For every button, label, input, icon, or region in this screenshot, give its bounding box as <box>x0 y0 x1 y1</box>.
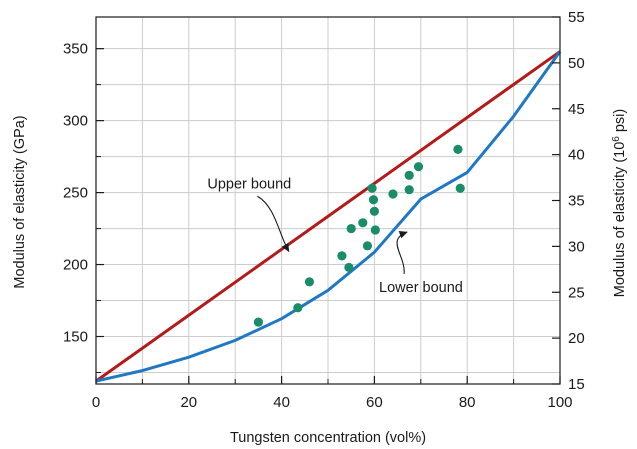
annotation-label: Upper bound <box>207 176 291 192</box>
annotation-label: Lower bound <box>379 280 463 296</box>
x-tick-label: 20 <box>180 394 197 411</box>
data-point <box>337 251 347 261</box>
bound-lines <box>95 50 562 383</box>
y2-axis-title: Modulus of elasticity (106 psi) <box>611 109 629 298</box>
x-tick-label: 80 <box>459 394 476 411</box>
y-tick-label: 350 <box>63 41 88 58</box>
x-tick-label: 0 <box>92 394 100 411</box>
y2-tick-label: 15 <box>568 376 585 393</box>
data-point <box>368 195 379 205</box>
y2-tick-label: 55 <box>568 9 585 26</box>
upper-bound-line <box>95 50 561 383</box>
annotation-arrow <box>257 195 290 252</box>
data-points <box>253 144 465 327</box>
y-axis-title: Modulus of elasticity (GPa) <box>12 115 28 288</box>
data-point <box>413 162 424 172</box>
data-point <box>455 183 465 193</box>
y-tick-label: 200 <box>63 257 88 274</box>
axis-ticks: 0 20 40 60 80 100 150 200 250 300 350 15 20 25 30 35 40 4… <box>63 9 585 411</box>
data-point <box>304 277 315 287</box>
lower-bound-curve <box>95 50 562 383</box>
data-point <box>344 262 354 273</box>
data-point <box>362 241 373 251</box>
x-tick-label: 60 <box>366 394 383 411</box>
data-point <box>370 225 380 235</box>
y2-tick-label: 45 <box>568 101 585 118</box>
data-point <box>346 223 356 234</box>
annotation-arrow <box>396 231 408 274</box>
annotations: Upper bound Lower bound <box>207 176 463 296</box>
grid-lines <box>96 17 560 384</box>
data-point <box>358 218 368 228</box>
data-point <box>404 185 414 195</box>
x-axis-title: Tungsten concentration (vol%) <box>230 430 426 446</box>
x-tick-label: 40 <box>273 394 290 411</box>
data-point <box>293 303 303 313</box>
y2-tick-label: 20 <box>568 330 585 347</box>
data-point <box>404 170 414 180</box>
y2-axis-title-superscript: 6 <box>611 136 622 142</box>
data-point <box>253 317 263 327</box>
data-point <box>453 144 463 155</box>
data-point <box>367 183 377 193</box>
y-tick-label: 300 <box>63 113 88 130</box>
y-tick-label: 250 <box>63 185 88 202</box>
y2-axis-title-suffix: psi) <box>612 109 628 136</box>
y2-tick-label: 35 <box>568 193 585 210</box>
y2-axis-title-prefix: Modulus of elasticity (10 <box>612 142 628 298</box>
y2-tick-label: 30 <box>568 238 585 255</box>
y-tick-label: 150 <box>63 329 88 346</box>
data-point <box>369 206 379 216</box>
y2-tick-label: 50 <box>568 55 585 72</box>
data-point <box>388 189 398 199</box>
x-tick-label: 100 <box>547 394 572 411</box>
y2-tick-label: 40 <box>568 147 585 164</box>
y2-tick-label: 25 <box>568 284 585 301</box>
